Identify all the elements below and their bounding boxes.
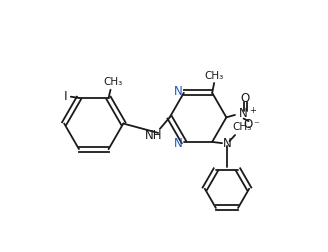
Text: CH₃: CH₃ (233, 122, 252, 132)
Text: CH₃: CH₃ (205, 71, 224, 81)
Text: ⁻: ⁻ (253, 120, 259, 130)
Text: N: N (239, 107, 248, 120)
Text: CH₃: CH₃ (103, 77, 123, 87)
Text: O: O (244, 118, 253, 131)
Text: NH: NH (145, 129, 162, 142)
Text: I: I (64, 90, 67, 103)
Text: N: N (174, 85, 183, 98)
Text: O: O (241, 92, 250, 105)
Text: N: N (174, 137, 183, 150)
Text: +: + (249, 106, 256, 115)
Text: N: N (223, 137, 231, 150)
